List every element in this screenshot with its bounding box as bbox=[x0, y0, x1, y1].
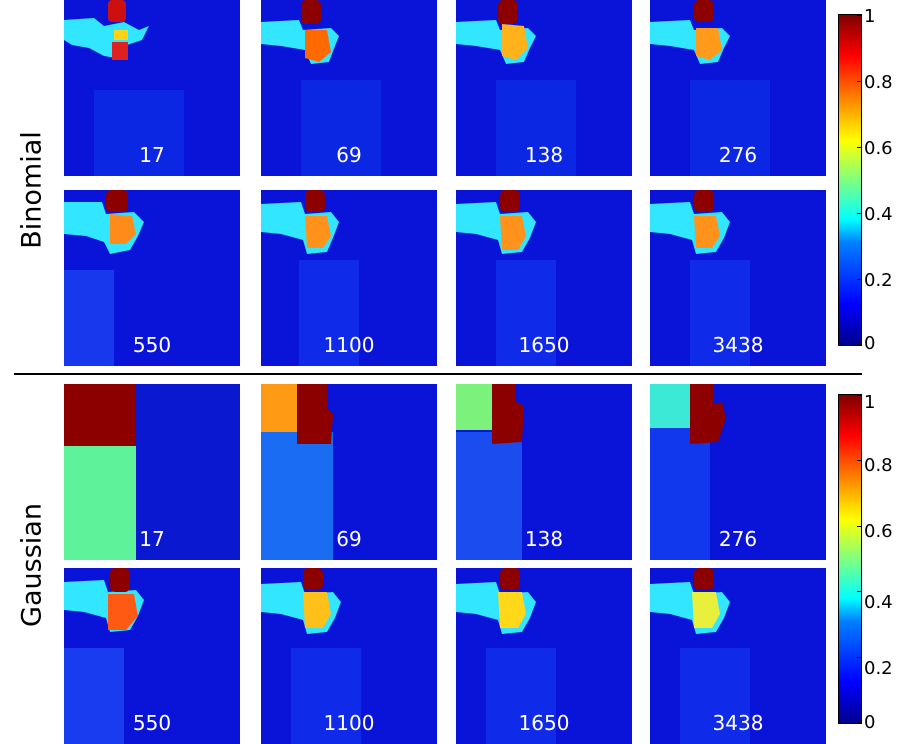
binomial-panel-276: 276 bbox=[650, 0, 826, 176]
colorbar-tickmark bbox=[857, 657, 861, 658]
colorbar-tickmark bbox=[857, 15, 861, 16]
colorbar-tickmark bbox=[857, 344, 861, 345]
gaussian-panel-276: 276 bbox=[650, 384, 826, 560]
gaussian-panel-69: 69 bbox=[261, 384, 437, 560]
colorbar-gaussian bbox=[838, 394, 862, 724]
colorbar-tick: 0.2 bbox=[864, 270, 893, 291]
panel-label: 3438 bbox=[712, 333, 764, 357]
colorbar-binomial bbox=[838, 14, 862, 346]
colorbar-tickmark bbox=[857, 213, 861, 214]
row-label-binomial: Binomial bbox=[16, 131, 48, 249]
panel-label: 3438 bbox=[712, 711, 764, 735]
gaussian-panel-550: 550 bbox=[64, 568, 240, 744]
colorbar-tick: 0.2 bbox=[864, 658, 893, 679]
binomial-panel-17: 17 bbox=[64, 0, 240, 176]
colorbar-tick: 0.8 bbox=[864, 72, 893, 93]
colorbar-tick: 0.4 bbox=[864, 592, 893, 613]
colorbar-tickmark bbox=[857, 279, 861, 280]
panel-label: 138 bbox=[524, 527, 564, 551]
colorbar-tick: 0 bbox=[864, 712, 876, 733]
colorbar-tickmark bbox=[857, 591, 861, 592]
colorbar-tick: 0.6 bbox=[864, 138, 893, 159]
gaussian-panel-17: 17 bbox=[64, 384, 240, 560]
colorbar-tickmark bbox=[857, 722, 861, 723]
panel-label: 276 bbox=[718, 527, 758, 551]
colorbar-tick: 0.4 bbox=[864, 204, 893, 225]
panel-label: 1100 bbox=[323, 711, 375, 735]
panel-label: 550 bbox=[132, 333, 172, 357]
panel-label: 1650 bbox=[518, 333, 570, 357]
colorbar-tickmark bbox=[857, 460, 861, 461]
colorbar-tick: 1 bbox=[864, 392, 876, 413]
section-divider bbox=[14, 373, 862, 375]
panel-label: 138 bbox=[524, 143, 564, 167]
binomial-panel-69: 69 bbox=[261, 0, 437, 176]
panel-label: 17 bbox=[139, 143, 165, 167]
colorbar-tickmark bbox=[857, 526, 861, 527]
row-label-gaussian: Gaussian bbox=[16, 503, 48, 627]
binomial-panel-1100: 1100 bbox=[261, 190, 437, 366]
binomial-panel-1650: 1650 bbox=[456, 190, 632, 366]
gaussian-panel-1650: 1650 bbox=[456, 568, 632, 744]
colorbar-tickmark bbox=[857, 147, 861, 148]
gaussian-panel-3438: 3438 bbox=[650, 568, 826, 744]
binomial-panel-550: 550 bbox=[64, 190, 240, 366]
colorbar-tickmark bbox=[857, 395, 861, 396]
colorbar-tick: 0.6 bbox=[864, 521, 893, 542]
panel-label: 1100 bbox=[323, 333, 375, 357]
colorbar-tick: 0 bbox=[864, 333, 876, 354]
colorbar-tickmark bbox=[857, 81, 861, 82]
panel-label: 550 bbox=[132, 711, 172, 735]
colorbar-tick: 1 bbox=[864, 6, 876, 27]
colorbar-tick: 0.8 bbox=[864, 455, 893, 476]
panel-label: 69 bbox=[336, 527, 362, 551]
binomial-panel-138: 138 bbox=[456, 0, 632, 176]
panel-label: 276 bbox=[718, 143, 758, 167]
gaussian-panel-138: 138 bbox=[456, 384, 632, 560]
panel-label: 1650 bbox=[518, 711, 570, 735]
binomial-panel-3438: 3438 bbox=[650, 190, 826, 366]
panel-label: 69 bbox=[336, 143, 362, 167]
gaussian-panel-1100: 1100 bbox=[261, 568, 437, 744]
panel-label: 17 bbox=[139, 527, 165, 551]
